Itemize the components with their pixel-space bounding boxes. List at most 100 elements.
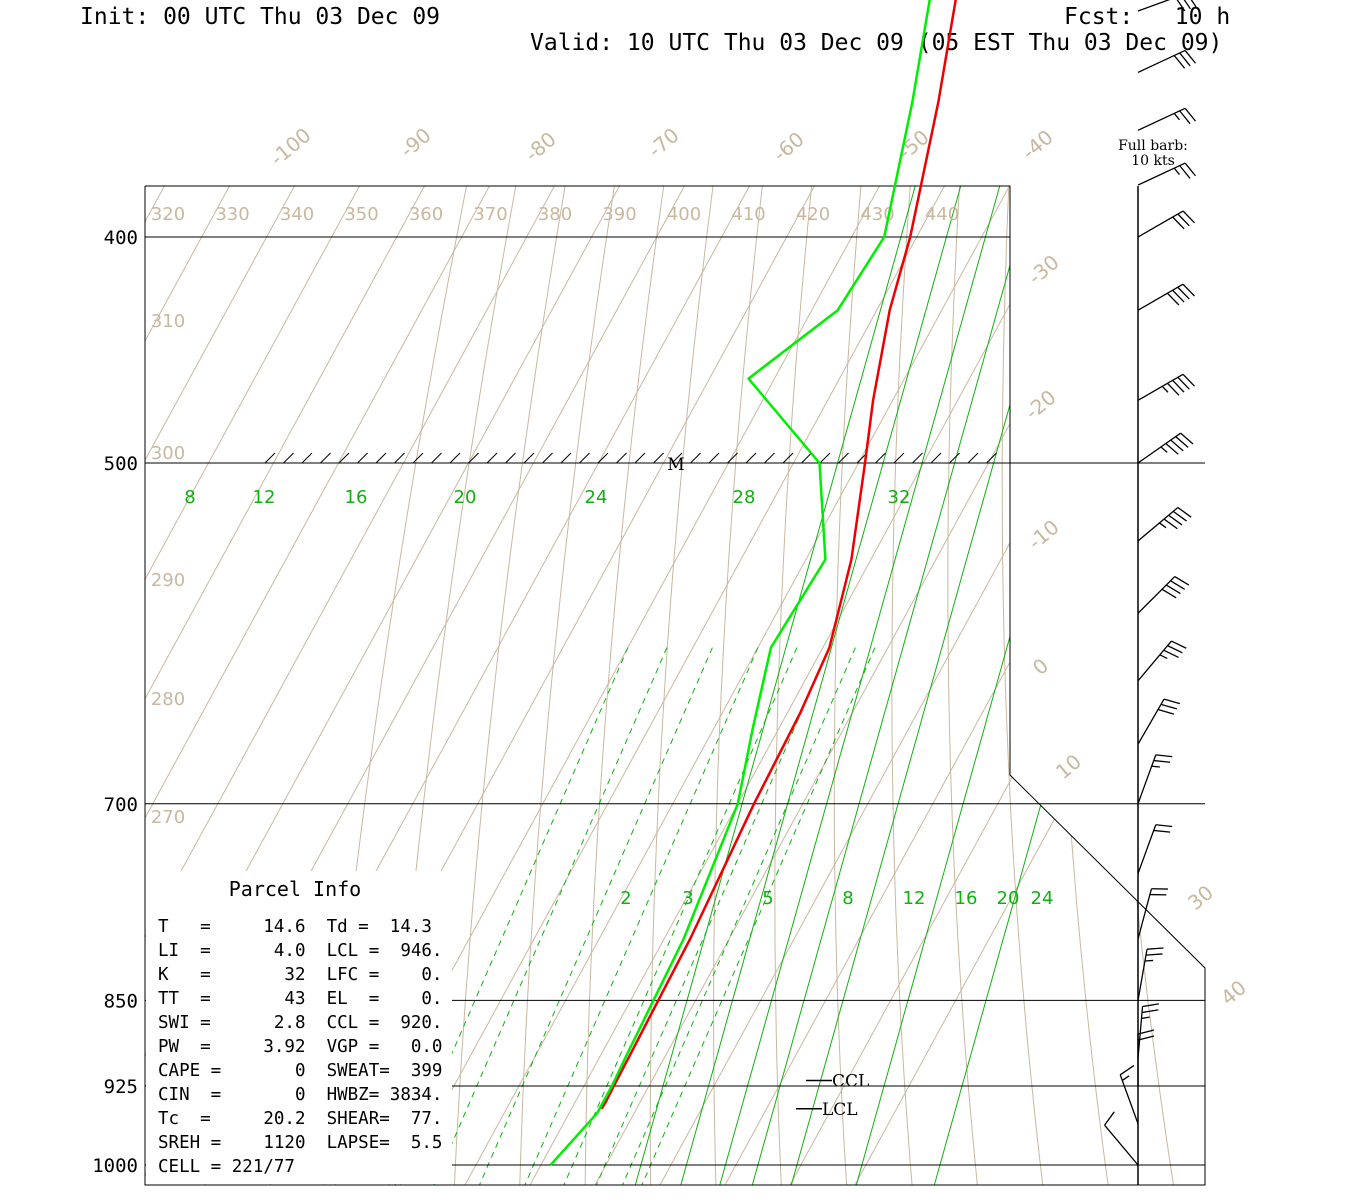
- theta-label: 350: [344, 204, 378, 225]
- mixing-ratio-label: 20: [997, 888, 1020, 909]
- theta-label: 360: [409, 204, 443, 225]
- barb-full: [1179, 52, 1191, 67]
- barb-full: [1153, 829, 1171, 833]
- hatch-mark: [449, 452, 461, 464]
- isotherm-label: -90: [395, 123, 435, 162]
- forecast-hour: Fcst: 10 h: [1064, 4, 1231, 30]
- wind-barb: [1137, 824, 1173, 874]
- theta-label: 300: [151, 443, 185, 464]
- marker-label: CCL: [832, 1072, 869, 1092]
- barb-full: [1104, 1111, 1115, 1126]
- theta-label: 290: [151, 570, 185, 591]
- parcel-info-row: PW = 3.92 VGP = 0.0: [158, 1037, 442, 1057]
- hatch-mark: [930, 452, 942, 464]
- barb-full: [1161, 588, 1177, 599]
- theta-label: 430: [860, 204, 894, 225]
- barb-full: [1172, 289, 1185, 303]
- hatch-mark: [801, 452, 812, 464]
- hatch-mark: [579, 452, 590, 464]
- wind-barb: [1137, 1003, 1159, 1059]
- barb-shaft: [1137, 373, 1184, 401]
- barb-full: [1174, 575, 1190, 586]
- mixing-ratio-label: 16: [955, 888, 978, 909]
- wind-barb: [1137, 0, 1197, 12]
- mixing-ratio-label: 3: [682, 888, 693, 909]
- dry-adiabat: [1300, 0, 1350, 1200]
- barb-full: [1172, 379, 1185, 393]
- hatch-mark: [301, 452, 313, 464]
- barb-shaft: [1137, 640, 1172, 682]
- barb-full: [1180, 432, 1194, 445]
- isotherm: [145, 186, 1205, 1185]
- dry-adiabat: [1001, 186, 1184, 1185]
- barb-shaft: [1137, 1006, 1144, 1059]
- isotherm: [448, 186, 1205, 1185]
- parcel-info-row: SREH = 1120 LAPSE= 5.5: [158, 1133, 442, 1153]
- dry-adiabat: [947, 186, 1150, 1185]
- isotherm-label: -10: [1023, 515, 1063, 554]
- hatch-mark: [283, 452, 294, 464]
- mixing-ratio-label: 12: [253, 487, 276, 508]
- dry-adiabat: [1054, 186, 1205, 1185]
- barb-shaft: [1104, 1124, 1139, 1166]
- barb-shaft: [1137, 949, 1148, 1001]
- dry-adiabat: [891, 186, 1116, 1185]
- barb-full: [1182, 373, 1195, 387]
- isotherm: [643, 186, 1205, 1185]
- barb-full: [1141, 1009, 1159, 1014]
- isotherm: [318, 186, 1205, 1185]
- barb-shaft: [1137, 0, 1171, 12]
- hatch-mark: [653, 452, 664, 464]
- parcel-info-title: Parcel Info: [229, 877, 361, 901]
- hatch-mark: [745, 452, 757, 464]
- theta-label: 390: [602, 204, 636, 225]
- barb-full: [1146, 947, 1164, 950]
- barb-full: [1167, 645, 1183, 654]
- barb-full: [1190, 0, 1197, 8]
- dry-adiabat: [833, 186, 1083, 1185]
- mixing-ratio-label: 28: [733, 487, 756, 508]
- pressure-tick-label: 925: [104, 1076, 138, 1098]
- wind-barb: [1137, 947, 1164, 1001]
- parcel-info-row: CELL = 221/77: [158, 1157, 295, 1177]
- theta-label: 370: [473, 204, 507, 225]
- mixing-ratio-line: [783, 186, 1205, 1185]
- barb-shaft: [1137, 49, 1186, 73]
- wind-barb: [1137, 640, 1187, 682]
- wind-barb: [1137, 283, 1195, 311]
- isotherm: [708, 186, 1205, 1185]
- mixing-ratio-line: [744, 186, 1205, 1185]
- barb-half: [1141, 1016, 1150, 1020]
- pressure-tick-label: 850: [104, 990, 138, 1012]
- barb-legend-line1: Full barb:: [1118, 138, 1188, 154]
- barb-full: [1177, 506, 1192, 518]
- hatch-mark: [690, 452, 701, 464]
- parcel-info-row: LI = 4.0 LCL = 946.: [158, 941, 442, 961]
- barb-full: [1137, 1029, 1155, 1035]
- barb-full: [1145, 953, 1163, 956]
- isotherm: [773, 186, 1205, 1185]
- barb-full: [1155, 824, 1173, 828]
- hatch-mark: [912, 452, 923, 464]
- pressure-tick-label: 700: [104, 794, 138, 816]
- isotherm: [578, 186, 1205, 1185]
- barb-legend: Full barb: 10 kts: [1098, 139, 1208, 169]
- hatch-mark: [560, 452, 572, 464]
- barb-full: [1163, 698, 1181, 705]
- temperature-trace: [600, 0, 957, 1110]
- barb-shaft: [1137, 210, 1184, 238]
- barb-full: [1182, 210, 1195, 224]
- barb-full: [1166, 292, 1180, 306]
- dry-adiabat: [386, 186, 847, 1185]
- wind-barb: [1104, 1111, 1139, 1166]
- mixing-ratio-line-dashed: [587, 647, 830, 1185]
- theta-label: 400: [667, 204, 701, 225]
- theta-label: 420: [796, 204, 830, 225]
- barb-full: [1119, 1065, 1135, 1076]
- barb-half: [1159, 654, 1168, 660]
- barb-full: [1177, 286, 1190, 300]
- barb-full: [1172, 216, 1185, 230]
- hatch-mark: [967, 452, 979, 464]
- isotherm-label: 0: [1028, 653, 1053, 680]
